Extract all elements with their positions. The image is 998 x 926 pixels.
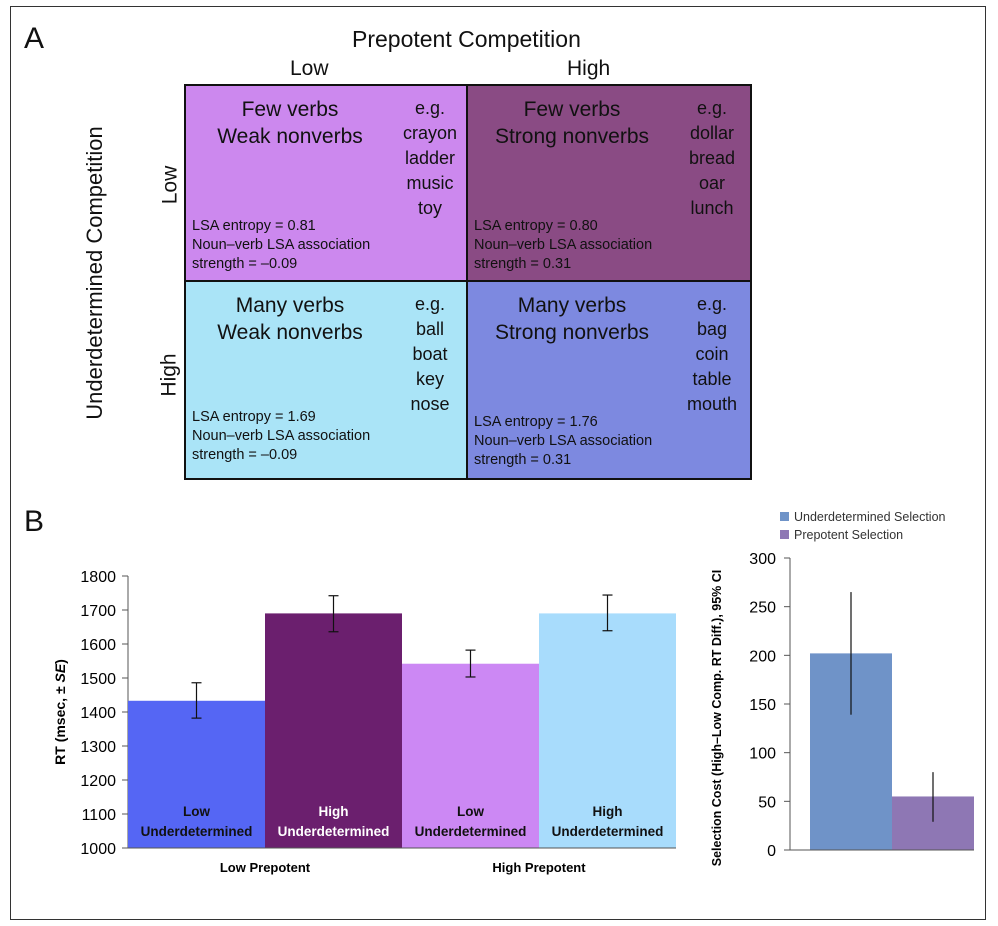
rt-bar-label-line1: Low [183,804,210,819]
cost-legend-swatch [780,530,789,539]
cell-example: ladder [404,148,456,168]
cell-heading-line2: Weak nonverbs [217,321,363,344]
rt-bar-chart: 1000 1100 1200 1300 1400 1500 1600 1700 1800 RT (… [52,569,676,875]
cell-association-label: Noun–verb LSA association [192,428,371,444]
cell-heading-line1: Few verbs [523,98,621,121]
cost-y-tick-label: 200 [749,648,776,665]
rt-bar [539,613,676,848]
column-label-high: High [567,57,611,80]
cell-high-low: Many verbs Weak nonverbs e.g. ball boat … [184,280,468,480]
rt-bar [265,613,402,848]
cost-y-tick-label: 250 [749,600,776,617]
cell-example: crayon [402,123,458,143]
rt-bar-label-line1: High [593,804,623,819]
cost-y-axis-label: Selection Cost (High–Low Comp. RT Diff.)… [710,570,724,867]
rt-y-tick-label: 1700 [80,603,116,620]
cell-association-strength: strength = 0.31 [474,256,572,272]
rt-bar-label-line2: Underdetermined [141,824,253,839]
rt-y-tick-label: 1500 [80,671,116,688]
rt-group-label: Low Prepotent [220,860,311,875]
panel-a-letter: A [24,22,45,55]
figure-frame [10,6,986,920]
cell-heading-line1: Many verbs [235,294,345,317]
cell-example: toy [417,198,442,218]
cell-example: coin [695,344,729,364]
cell-example: bread [688,148,736,168]
cell-eg-label: e.g. [696,294,728,314]
prepotent-competition-title: Prepotent Competition [352,26,581,52]
cell-lsa-entropy: LSA entropy = 0.80 [474,218,598,234]
rt-y-tick-label: 1000 [80,841,116,858]
rt-bar-label-line2: Underdetermined [415,824,527,839]
cell-example: music [406,173,454,193]
cell-eg-label: e.g. [414,294,446,314]
cell-heading-line1: Many verbs [517,294,627,317]
panel-b-letter: B [24,505,45,538]
cost-y-tick-label: 150 [749,697,776,714]
cell-example: mouth [686,394,738,414]
rt-y-tick-label: 1100 [82,807,117,824]
cell-heading-line2: Strong nonverbs [494,125,650,148]
cell-heading-line2: Strong nonverbs [494,321,650,344]
rt-y-tick-label: 1600 [80,637,116,654]
selection-cost-chart: Underdetermined Selection Prepotent Selec… [710,510,974,866]
cell-example: nose [410,394,450,414]
cell-lsa-entropy: LSA entropy = 0.81 [192,218,316,234]
cell-association-label: Noun–verb LSA association [474,237,653,253]
rt-y-tick-label: 1400 [80,705,116,722]
cost-y-tick-label: 300 [749,551,776,568]
cost-y-tick-label: 50 [758,794,776,811]
cell-association-strength: strength = –0.09 [192,447,298,463]
cell-high-high: Many verbs Strong nonverbs e.g. bag coin… [466,280,752,480]
cell-example: boat [412,344,448,364]
cell-eg-label: e.g. [414,98,446,118]
cell-association-label: Noun–verb LSA association [192,237,371,253]
cell-association-strength: strength = 0.31 [474,452,572,468]
cell-example: table [692,369,732,389]
cell-example: lunch [690,198,734,218]
cell-example: ball [415,319,445,339]
cell-heading-line2: Weak nonverbs [217,125,363,148]
cell-example: dollar [689,123,735,143]
rt-bar-label-line1: High [319,804,349,819]
rt-bar [402,663,539,848]
rt-y-tick-label: 1300 [80,739,116,756]
cell-eg-label: e.g. [696,98,728,118]
cell-low-high: Few verbs Strong nonverbs e.g. dollar br… [466,84,752,282]
cell-lsa-entropy: LSA entropy = 1.69 [192,409,316,425]
cell-heading-line1: Few verbs [241,98,339,121]
cost-y-tick-label: 0 [767,843,776,860]
cost-legend-label: Prepotent Selection [794,528,903,542]
cell-lsa-entropy: LSA entropy = 1.76 [474,414,598,430]
cell-association-label: Noun–verb LSA association [474,433,653,449]
rt-group-label: High Prepotent [492,860,586,875]
cell-example: bag [696,319,728,339]
cell-example: oar [698,173,725,193]
rt-bar-label-line2: Underdetermined [552,824,664,839]
cell-example: key [415,369,444,389]
cell-association-strength: strength = –0.09 [192,256,298,272]
rt-y-tick-label: 1200 [80,773,116,790]
cost-legend-label: Underdetermined Selection [794,510,946,524]
cost-y-tick-label: 100 [749,746,776,763]
rt-bar-label-line2: Underdetermined [278,824,390,839]
cell-low-low: Few verbs Weak nonverbs e.g. crayon ladd… [184,84,468,282]
column-label-low: Low [290,57,329,80]
rt-y-axis-label: RT (msec, ± SE) [52,659,68,765]
rt-bar-label-line1: Low [457,804,484,819]
rt-bar [128,700,265,848]
cost-legend-swatch [780,512,789,521]
rt-y-tick-label: 1800 [80,569,116,586]
